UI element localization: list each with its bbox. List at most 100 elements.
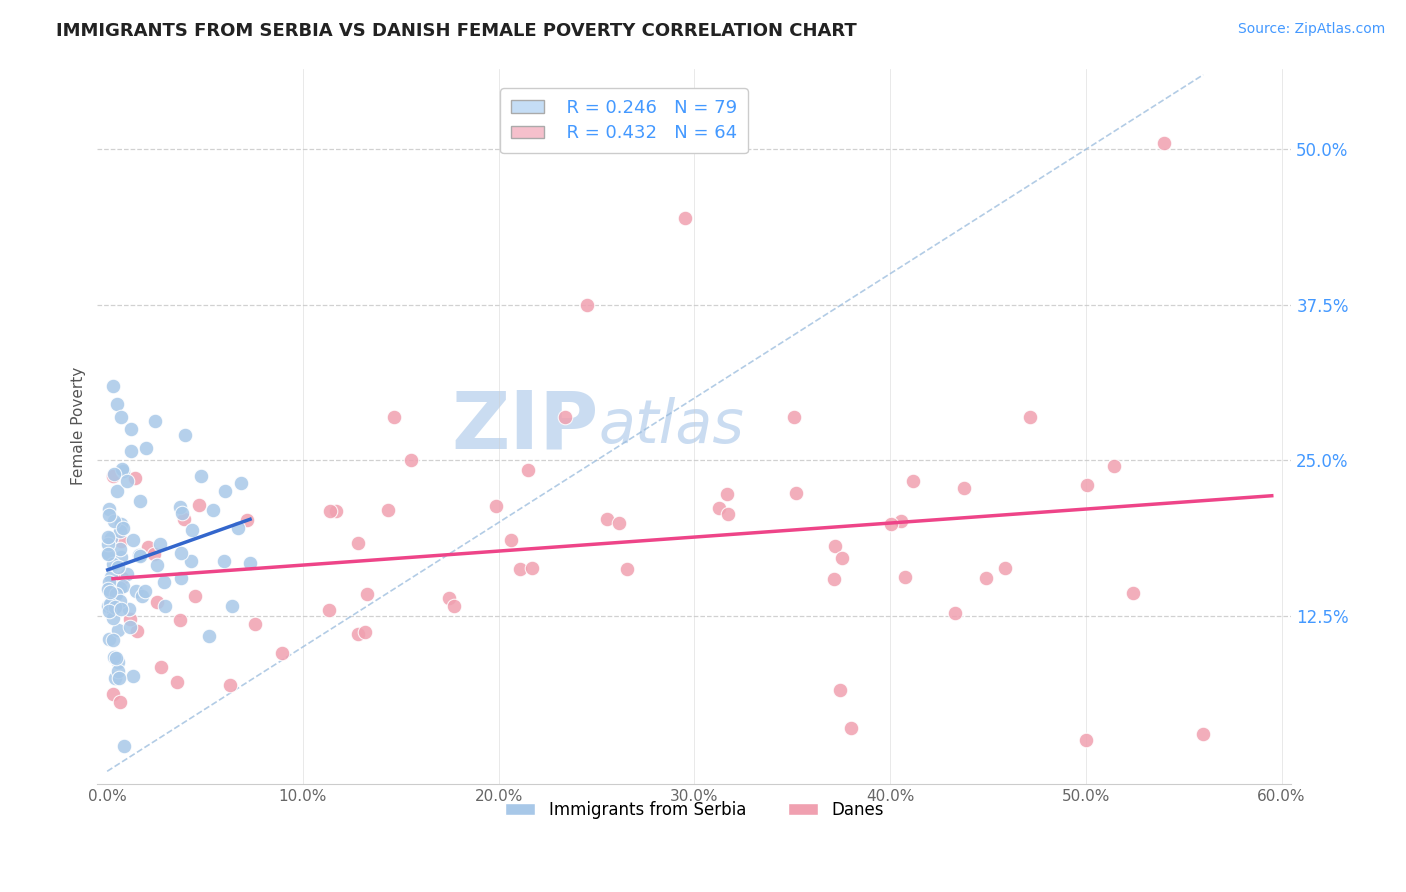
Point	[437, 591, 460, 606]
Point	[575, 298, 598, 312]
Point	[616, 562, 638, 576]
Point	[112, 739, 135, 754]
Point	[110, 601, 132, 615]
Point	[103, 650, 125, 665]
Point	[831, 551, 853, 566]
Point	[103, 600, 125, 615]
Point	[1122, 585, 1144, 599]
Point	[120, 422, 142, 436]
Point	[125, 584, 148, 599]
Point	[107, 655, 129, 669]
Point	[100, 597, 122, 611]
Point	[105, 587, 128, 601]
Point	[554, 409, 576, 424]
Point	[501, 533, 523, 548]
Point	[97, 603, 120, 617]
Point	[325, 504, 347, 518]
Point	[520, 561, 543, 575]
Point	[974, 571, 997, 585]
Point	[134, 583, 156, 598]
Point	[1153, 136, 1175, 150]
Point	[98, 585, 121, 599]
Point	[98, 502, 121, 516]
Point	[170, 571, 193, 585]
Point	[108, 524, 131, 539]
Point	[953, 482, 976, 496]
Point	[879, 516, 901, 531]
Point	[122, 669, 145, 683]
Point	[107, 623, 129, 637]
Point	[517, 463, 540, 477]
Point	[103, 610, 125, 624]
Point	[219, 677, 242, 691]
Point	[118, 601, 141, 615]
Point	[1019, 409, 1042, 424]
Point	[117, 474, 139, 488]
Point	[172, 507, 194, 521]
Point	[828, 683, 851, 698]
Point	[101, 687, 124, 701]
Point	[143, 547, 166, 561]
Point	[149, 660, 172, 674]
Point	[356, 587, 378, 601]
Point	[509, 562, 531, 576]
Point	[100, 531, 122, 545]
Point	[120, 612, 142, 626]
Text: Source: ZipAtlas.com: Source: ZipAtlas.com	[1237, 22, 1385, 37]
Point	[994, 561, 1017, 575]
Point	[347, 626, 370, 640]
Point	[785, 486, 807, 500]
Point	[890, 514, 912, 528]
Point	[221, 599, 243, 614]
Point	[443, 599, 465, 613]
Point	[128, 549, 150, 563]
Point	[169, 613, 191, 627]
Point	[107, 559, 129, 574]
Point	[214, 484, 236, 499]
Point	[190, 468, 212, 483]
Point	[101, 603, 124, 617]
Point	[823, 572, 845, 586]
Point	[103, 514, 125, 528]
Point	[153, 599, 176, 613]
Point	[97, 537, 120, 551]
Point	[97, 546, 120, 560]
Point	[128, 493, 150, 508]
Point	[401, 453, 423, 467]
Point	[824, 539, 846, 553]
Point	[98, 508, 121, 522]
Point	[135, 441, 157, 455]
Point	[318, 603, 340, 617]
Point	[174, 428, 197, 442]
Point	[170, 546, 193, 560]
Point	[596, 512, 619, 526]
Point	[354, 624, 377, 639]
Point	[347, 536, 370, 550]
Point	[118, 620, 141, 634]
Point	[607, 516, 630, 530]
Point	[188, 498, 211, 512]
Point	[271, 646, 294, 660]
Point	[103, 557, 125, 571]
Point	[894, 570, 917, 584]
Point	[226, 521, 249, 535]
Point	[173, 512, 195, 526]
Y-axis label: Female Poverty: Female Poverty	[72, 367, 86, 485]
Point	[104, 671, 127, 685]
Point	[783, 409, 806, 424]
Point	[111, 579, 134, 593]
Point	[131, 589, 153, 603]
Point	[716, 487, 738, 501]
Point	[245, 617, 267, 632]
Point	[108, 695, 131, 709]
Text: ZIP: ZIP	[451, 387, 599, 465]
Point	[108, 541, 131, 556]
Point	[1192, 727, 1215, 741]
Point	[100, 569, 122, 583]
Point	[1102, 458, 1125, 473]
Point	[97, 599, 120, 613]
Point	[112, 520, 135, 534]
Point	[239, 557, 262, 571]
Point	[111, 571, 134, 585]
Point	[97, 547, 120, 561]
